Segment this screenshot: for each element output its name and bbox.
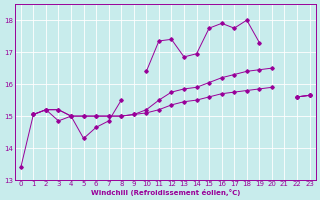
X-axis label: Windchill (Refroidissement éolien,°C): Windchill (Refroidissement éolien,°C) xyxy=(91,189,240,196)
